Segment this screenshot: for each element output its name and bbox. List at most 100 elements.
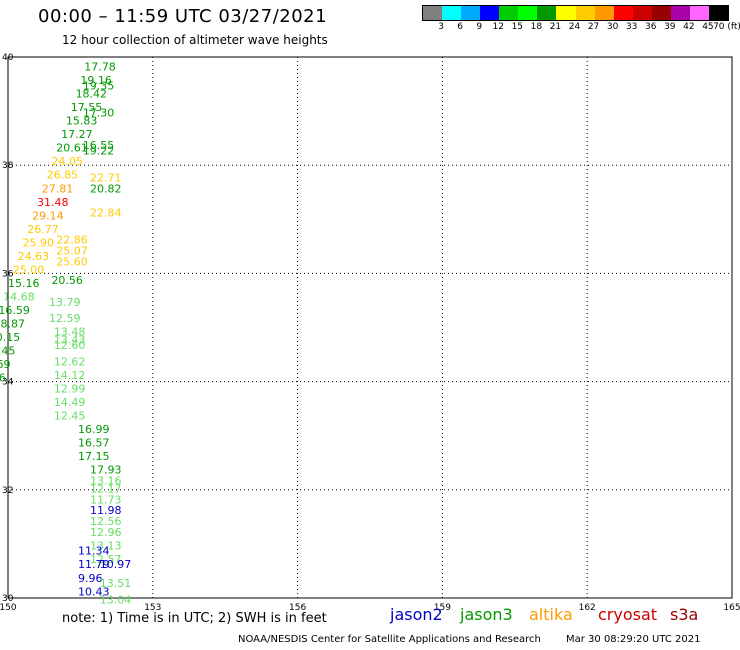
wave-height-label: 13.48 bbox=[54, 326, 86, 339]
wave-height-label: 12.45 bbox=[54, 409, 86, 422]
x-tick-label: 156 bbox=[289, 603, 306, 613]
y-tick-label: 36 bbox=[2, 269, 14, 279]
wave-height-label: 26.77 bbox=[27, 223, 59, 236]
wave-height-label: 22.86 bbox=[56, 234, 87, 247]
y-tick-label: 38 bbox=[2, 161, 14, 171]
y-tick-label: 32 bbox=[2, 486, 13, 496]
color-scale-swatch bbox=[499, 6, 519, 20]
legend-altika: altika bbox=[529, 605, 573, 624]
wave-height-label: 17.27 bbox=[61, 128, 93, 141]
credit-line: NOAA/NESDIS Center for Satellite Applica… bbox=[238, 634, 541, 645]
wave-height-label: 20.15 bbox=[0, 331, 20, 344]
color-scale-swatch bbox=[537, 6, 557, 20]
wave-height-label: 19.22 bbox=[83, 144, 115, 157]
color-scale-swatch bbox=[423, 6, 443, 20]
color-scale-label: 15 bbox=[511, 22, 524, 32]
wave-height-label: 14.12 bbox=[54, 369, 86, 382]
wave-height-label: 25.60 bbox=[56, 255, 87, 268]
color-scale-labels: 3 6 9 12 15 18 21 24 27 30 33 36 39 42 45 70 (ft) bbox=[422, 22, 740, 34]
color-scale-swatch bbox=[632, 6, 652, 20]
color-scale-label: 24 bbox=[568, 22, 581, 32]
wave-height-label: 12.59 bbox=[49, 312, 81, 325]
wave-height-label: 25.00 bbox=[13, 263, 45, 276]
chart-title: 00:00 – 11:59 UTC 03/27/2021 bbox=[38, 6, 328, 27]
wave-height-label: 16.96 bbox=[0, 372, 6, 385]
wave-height-label: 16.59 bbox=[0, 304, 30, 317]
wave-height-label: 17.15 bbox=[78, 450, 110, 463]
wave-height-label: 18.69 bbox=[0, 358, 11, 371]
generated-timestamp: Mar 30 08:29:20 UTC 2021 bbox=[566, 634, 701, 645]
color-scale-label: 70 (ft) bbox=[713, 22, 740, 32]
wave-height-label: 19.35 bbox=[83, 79, 115, 92]
color-scale-label: 27 bbox=[587, 22, 600, 32]
y-tick-label: 40 bbox=[2, 53, 14, 63]
x-tick-label: 165 bbox=[723, 603, 740, 613]
wave-height-label: 18.87 bbox=[0, 318, 25, 331]
color-scale-swatch bbox=[461, 6, 481, 20]
wave-height-label: 12.56 bbox=[90, 515, 122, 528]
wave-height-label: 16.73 bbox=[0, 385, 1, 398]
wave-height-label: 16.55 bbox=[83, 139, 115, 152]
color-scale-label: 39 bbox=[664, 22, 676, 32]
color-scale-label: 9 bbox=[476, 22, 483, 32]
wave-height-label: 12.60 bbox=[54, 339, 86, 352]
color-scale-swatch bbox=[575, 6, 595, 20]
footer-note: note: 1) Time is in UTC; 2) SWH is in fe… bbox=[62, 611, 327, 626]
wave-height-label: 11.98 bbox=[90, 504, 122, 517]
color-scale-swatch bbox=[708, 6, 728, 20]
chart-subtitle: 12 hour collection of altimeter wave hei… bbox=[62, 33, 328, 47]
color-scale-swatch bbox=[689, 6, 709, 20]
wave-height-label: 25.07 bbox=[56, 244, 87, 257]
wave-height-label: 12.99 bbox=[54, 382, 86, 395]
wave-height-label: 19.16 bbox=[80, 74, 112, 87]
color-scale-swatch bbox=[442, 6, 462, 20]
wave-height-label: 12.62 bbox=[54, 355, 86, 368]
wave-height-label: 9.96 bbox=[78, 572, 103, 585]
wave-height-label: 16.57 bbox=[78, 437, 110, 450]
color-scale-swatch bbox=[480, 6, 500, 20]
wave-height-label: 18.45 bbox=[0, 345, 15, 358]
x-tick-label: 153 bbox=[144, 603, 161, 613]
wave-height-label: 10.43 bbox=[78, 585, 110, 598]
wave-height-label: 29.14 bbox=[32, 209, 64, 222]
legend-cryosat: cryosat bbox=[598, 605, 658, 624]
color-scale-label: 33 bbox=[625, 22, 638, 32]
x-tick-label: 159 bbox=[434, 603, 451, 613]
wave-height-label: 24.05 bbox=[51, 155, 83, 168]
wave-height-label: 25.90 bbox=[22, 236, 54, 249]
wave-height-label: 11.79 bbox=[78, 558, 110, 571]
color-scale-label: 6 bbox=[457, 22, 463, 32]
color-scale-label: 3 bbox=[438, 22, 444, 32]
color-scale-label: 12 bbox=[492, 22, 504, 32]
color-scale-label: 45 bbox=[702, 22, 714, 32]
y-tick-label: 30 bbox=[2, 594, 14, 604]
wave-height-label: 15.83 bbox=[66, 115, 98, 128]
wave-height-label: 26.85 bbox=[47, 169, 79, 182]
wave-height-label: 13.79 bbox=[49, 296, 81, 309]
wave-height-label: 17.30 bbox=[83, 107, 115, 120]
wave-height-label: 16.99 bbox=[78, 423, 110, 436]
wave-height-label: 27.81 bbox=[42, 182, 74, 195]
wave-height-label: 12.17 bbox=[90, 483, 122, 496]
color-scale-bar bbox=[422, 5, 729, 21]
color-scale-label: 30 bbox=[606, 22, 619, 32]
wave-height-label: 13.16 bbox=[90, 474, 122, 487]
wave-height-label: 17.55 bbox=[71, 101, 103, 114]
wave-height-label: 10.97 bbox=[100, 558, 132, 571]
wave-height-label: 14.49 bbox=[54, 396, 86, 409]
wave-height-label: 17.78 bbox=[84, 61, 116, 74]
color-scale-label: 21 bbox=[549, 22, 562, 32]
wave-height-label: 18.42 bbox=[76, 88, 108, 101]
wave-height-label: 15.16 bbox=[8, 277, 40, 290]
color-scale-swatch bbox=[594, 6, 614, 20]
color-scale-label: 18 bbox=[530, 22, 543, 32]
color-scale-swatch bbox=[670, 6, 690, 20]
wave-height-label: 20.82 bbox=[90, 182, 122, 195]
wave-height-label: 24.63 bbox=[18, 250, 50, 263]
x-tick-label: 162 bbox=[579, 603, 596, 613]
wave-height-label: 22.84 bbox=[90, 207, 122, 220]
color-scale-label: 36 bbox=[645, 22, 657, 32]
plot-frame bbox=[7, 56, 733, 599]
legend-jason2: jason2 bbox=[390, 605, 443, 624]
